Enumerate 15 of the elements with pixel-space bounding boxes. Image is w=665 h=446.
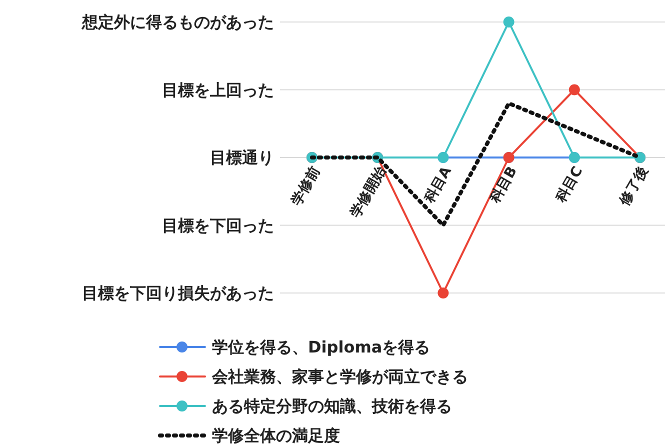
ref-line-label: 目標を下回り損失があった bbox=[82, 284, 274, 303]
x-tick-label: 科目A bbox=[421, 164, 455, 206]
legend-label: 学位を得る、Diplomaを得る bbox=[212, 338, 430, 357]
x-tick-label: 学修前 bbox=[288, 164, 324, 208]
legend-label: ある特定分野の知識、技術を得る bbox=[212, 396, 452, 416]
ref-line-label: 目標を上回った bbox=[162, 80, 274, 100]
ref-line-label: 目標通り bbox=[210, 148, 274, 168]
x-tick-label: 科目B bbox=[486, 164, 521, 206]
legend-label: 学修全体の満足度 bbox=[212, 426, 340, 446]
x-tick-label: 科目C bbox=[552, 164, 586, 206]
x-tick-label: 修了後 bbox=[616, 164, 652, 210]
legend-label: 会社業務、家事と学修が両立できる bbox=[211, 367, 468, 386]
ref-line-label: 目標を下回った bbox=[162, 216, 274, 235]
ref-line-label: 想定外に得るものがあった bbox=[81, 12, 274, 32]
x-tick-label: 学修開始 bbox=[347, 163, 390, 220]
